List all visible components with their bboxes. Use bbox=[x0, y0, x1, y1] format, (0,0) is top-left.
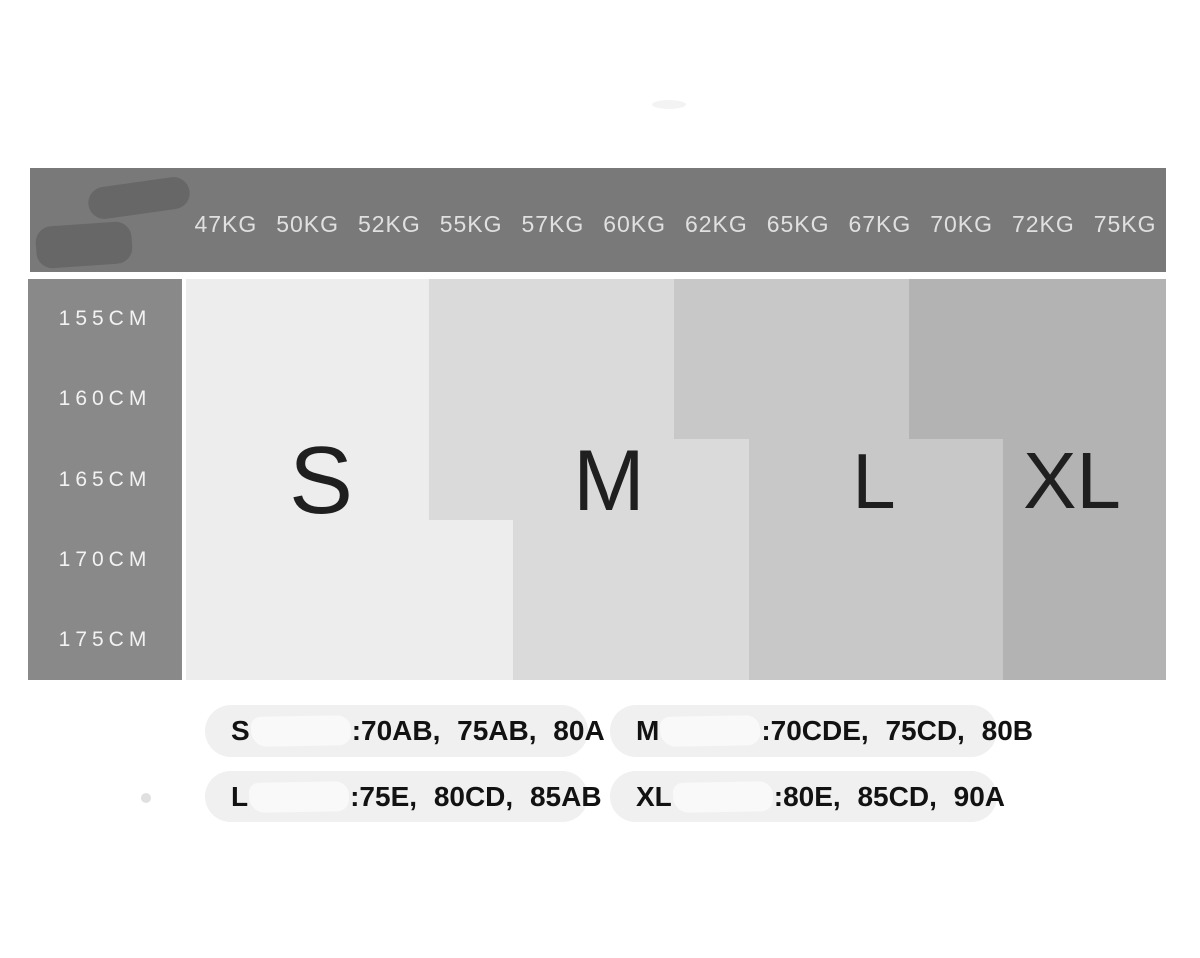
weight-label: 55KG bbox=[439, 210, 503, 237]
note-pill-l: L :75E, 80CD, 85AB bbox=[205, 771, 602, 822]
height-label: 160CM bbox=[58, 387, 152, 411]
censored-logo-mark bbox=[34, 220, 134, 270]
weight-label: 52KG bbox=[357, 210, 421, 237]
censored-text-patch bbox=[250, 715, 351, 747]
weight-label: 57KG bbox=[521, 210, 585, 237]
note-pill-s: S :70AB, 75AB, 80A bbox=[205, 705, 605, 757]
weight-label: 62KG bbox=[684, 210, 748, 237]
size-letter-s: S bbox=[288, 427, 354, 534]
note-cups-text: :80E, 85CD, 90A bbox=[773, 780, 1005, 812]
height-label: 165CM bbox=[58, 467, 152, 491]
size-letter-xl: XL bbox=[1023, 436, 1121, 525]
stray-dot bbox=[141, 793, 151, 803]
size-letter-m: M bbox=[573, 433, 645, 529]
weight-label: 70KG bbox=[930, 210, 994, 237]
weight-label: 72KG bbox=[1011, 210, 1075, 237]
note-size-label: L bbox=[231, 780, 249, 812]
note-cups-text: :70AB, 75AB, 80A bbox=[351, 715, 605, 746]
weight-label: 65KG bbox=[766, 210, 830, 237]
note-size-label: S bbox=[231, 715, 250, 746]
censored-text-patch bbox=[672, 780, 774, 813]
weight-label: 67KG bbox=[848, 210, 912, 237]
height-axis-column: 155CM 160CM 165CM 170CM 175CM bbox=[28, 279, 182, 680]
weight-label: 50KG bbox=[276, 210, 340, 237]
height-label: 155CM bbox=[58, 307, 152, 331]
note-size-label: XL bbox=[636, 780, 672, 812]
weight-label: 47KG bbox=[194, 210, 258, 237]
size-letter-l: L bbox=[852, 437, 896, 525]
weight-axis-header: 47KG 50KG 52KG 55KG 57KG 60KG 62KG 65KG … bbox=[30, 168, 1166, 272]
note-pill-xl: XL :80E, 85CD, 90A bbox=[610, 771, 1005, 822]
faint-smudge bbox=[652, 100, 686, 109]
note-cups-text: :75E, 80CD, 85AB bbox=[350, 780, 602, 812]
weight-label: 60KG bbox=[603, 210, 667, 237]
size-region-chart: S M L XL bbox=[186, 279, 1166, 680]
height-label: 170CM bbox=[58, 547, 152, 571]
weight-label-row: 47KG 50KG 52KG 55KG 57KG 60KG 62KG 65KG … bbox=[185, 168, 1166, 272]
note-pill-m: M :70CDE, 75CD, 80B bbox=[610, 705, 1033, 757]
note-size-label: M bbox=[636, 715, 660, 746]
weight-label: 75KG bbox=[1093, 210, 1157, 237]
height-label: 175CM bbox=[58, 627, 152, 651]
censored-text-patch bbox=[248, 780, 350, 813]
censored-text-patch bbox=[660, 715, 761, 747]
note-cups-text: :70CDE, 75CD, 80B bbox=[761, 715, 1033, 746]
censored-logo-mark bbox=[86, 175, 192, 221]
